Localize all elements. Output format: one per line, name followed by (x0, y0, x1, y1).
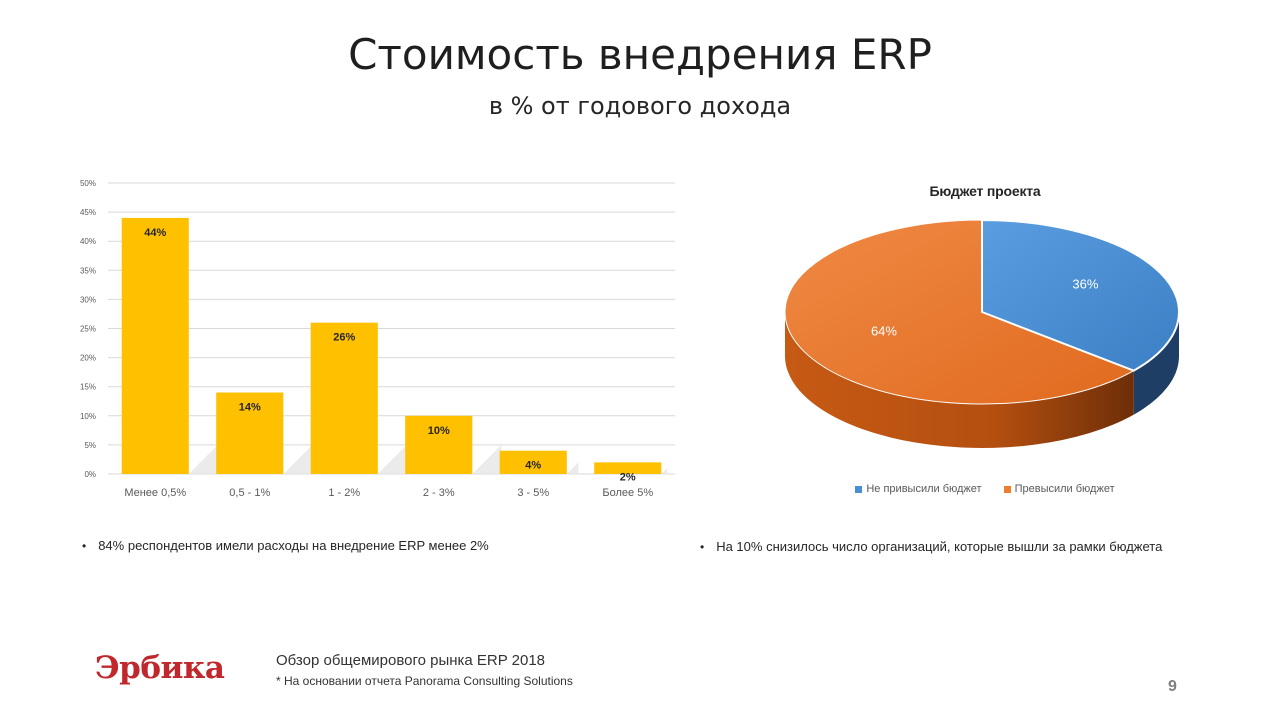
bar-data-label: 2% (620, 471, 636, 483)
bar-data-label: 10% (428, 425, 450, 437)
pie-data-label: 36% (1072, 276, 1098, 291)
bar-shadow (377, 444, 408, 474)
pie-side-over (785, 312, 1134, 448)
source-note: * На основании отчета Panorama Consultin… (276, 674, 573, 688)
x-tick-label: 2 - 3% (423, 487, 455, 499)
y-tick-label: 50% (80, 179, 96, 188)
x-tick-label: Менее 0,5% (124, 487, 186, 499)
y-tick-label: 45% (80, 208, 96, 217)
y-tick-label: 10% (80, 412, 96, 421)
bar-shadow (188, 444, 219, 474)
legend-item-within: Не привысили бюджет (855, 483, 982, 495)
bar-shadow (661, 468, 668, 474)
pie-chart-title: Бюджет проекта (929, 183, 1041, 199)
y-tick-label: 20% (80, 354, 96, 363)
slide-title: Стоимость внедрения ERP (348, 30, 932, 79)
y-tick-label: 0% (84, 470, 96, 479)
legend-swatch-within (855, 485, 863, 493)
x-tick-label: Более 5% (602, 487, 653, 499)
bar (216, 392, 284, 474)
bullet: • (700, 539, 705, 554)
bar-chart: 0% 5% 10% 15% 20% 25% 30% 35% 40% 45% 50% 44% Менее … (80, 179, 675, 499)
legend-label-within: Не привысили бюджет (866, 483, 982, 495)
pie-slice-within (981, 218, 1180, 372)
slide-subtitle: в % от годового дохода (488, 92, 792, 120)
bar-shadow (472, 444, 502, 474)
bar (310, 322, 378, 474)
bar-data-label: 14% (239, 402, 261, 414)
bar (121, 217, 189, 475)
x-tick-label: 3 - 5% (517, 487, 549, 499)
pie-slice-over (784, 219, 1135, 405)
note-right: • На 10% снизилось число организаций, ко… (700, 539, 1162, 554)
x-tick-label: 1 - 2% (328, 487, 360, 499)
pie-chart: 36% 64% (784, 218, 1180, 448)
company-logo: Эрбика (95, 650, 225, 686)
bar (499, 450, 567, 474)
bar-data-label: 26% (333, 332, 355, 344)
x-tick-label: 0,5 - 1% (229, 487, 270, 499)
bar (405, 415, 473, 474)
note-right-text: На 10% снизилось число организаций, кото… (716, 539, 1163, 554)
bar-data-label: 44% (144, 227, 166, 239)
y-tick-label: 30% (80, 295, 96, 304)
source-title: Обзор общемирового рынка ERP 2018 (276, 652, 546, 669)
y-tick-label: 15% (80, 383, 96, 392)
y-tick-label: 35% (80, 266, 96, 275)
note-left: • 84% респондентов имели расходы на внед… (82, 538, 489, 553)
pie-data-label: 64% (871, 324, 897, 339)
pie-legend: Не привысили бюджет Превысили бюджет (800, 483, 1170, 495)
y-tick-label: 40% (80, 237, 96, 246)
bullet: • (82, 538, 87, 553)
page-number: 9 (1168, 678, 1177, 695)
bar-data-label: 4% (525, 460, 541, 472)
legend-swatch-over (1003, 485, 1011, 493)
note-left-text: 84% респондентов имели расходы на внедре… (98, 538, 489, 553)
bar-shadow (283, 444, 314, 474)
pie-side-within (1133, 312, 1179, 415)
y-tick-label: 25% (80, 325, 96, 334)
bar (594, 462, 662, 474)
legend-item-over: Превысили бюджет (1003, 483, 1115, 495)
y-tick-label: 5% (84, 441, 96, 450)
legend-label-over: Превысили бюджет (1014, 483, 1115, 495)
bar-shadow (566, 462, 579, 474)
